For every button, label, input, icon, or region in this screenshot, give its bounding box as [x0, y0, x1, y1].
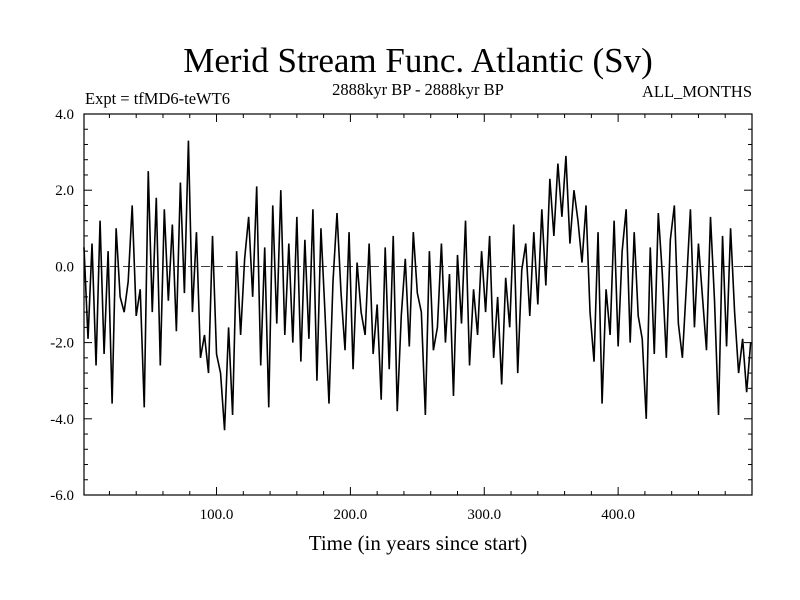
chart-title: Merid Stream Func. Atlantic (Sv): [183, 41, 653, 80]
series-line-0: [83, 140, 752, 431]
y-tick-label: 4.0: [55, 107, 74, 123]
plot-frame: [83, 113, 753, 496]
x-tick-label: 100.0: [200, 507, 234, 523]
y-tick-label: -6.0: [50, 488, 74, 504]
y-tick-label: 2.0: [55, 183, 74, 199]
x-tick-label: 200.0: [334, 507, 368, 523]
x-tick-label: 300.0: [467, 507, 501, 523]
y-tick-label: 0.0: [55, 259, 74, 275]
y-tick-label: -4.0: [50, 412, 74, 428]
months-label: ALL_MONTHS: [642, 82, 752, 101]
x-tick-label: 400.0: [601, 507, 635, 523]
experiment-label: Expt = tfMD6-teWT6: [85, 89, 230, 108]
y-tick-label: -2.0: [50, 336, 74, 352]
x-axis-label: Time (in years since start): [309, 531, 528, 555]
period-label: 2888kyr BP - 2888kyr BP: [332, 80, 504, 99]
